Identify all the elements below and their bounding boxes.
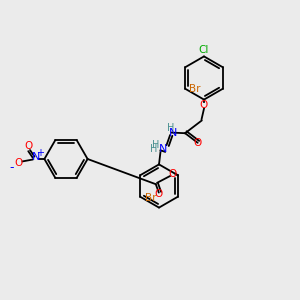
Text: +: + [36, 148, 44, 158]
Text: -: - [10, 161, 14, 175]
Text: H: H [150, 144, 158, 154]
Text: O: O [200, 100, 208, 110]
Text: N: N [159, 144, 167, 154]
Text: O: O [168, 169, 176, 179]
Text: O: O [24, 141, 33, 151]
Text: O: O [155, 189, 163, 199]
Text: Cl: Cl [199, 45, 209, 55]
Text: O: O [194, 138, 202, 148]
Text: N: N [169, 128, 178, 138]
Text: Br: Br [189, 84, 201, 94]
Text: H: H [167, 123, 174, 133]
Text: Br: Br [145, 193, 157, 203]
Text: N: N [32, 152, 40, 163]
Text: H: H [152, 140, 159, 150]
Text: O: O [14, 158, 22, 168]
